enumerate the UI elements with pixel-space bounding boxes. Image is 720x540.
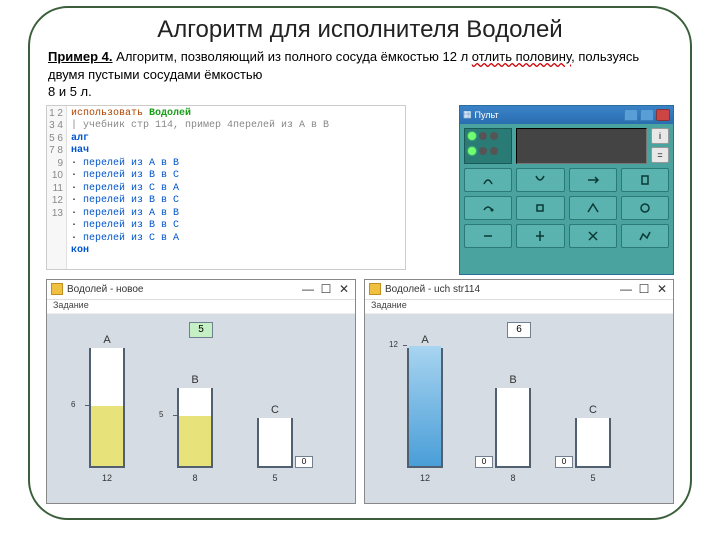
- right-step-indicator: 6: [507, 322, 531, 338]
- vessel-label: B: [177, 374, 213, 386]
- tool-btn-1[interactable]: [464, 168, 512, 192]
- tool-screen: [516, 128, 647, 164]
- problem-text-3: отлить половину: [472, 49, 571, 64]
- vessel-capacity: 5: [575, 473, 611, 483]
- line-gutter: 1 2 3 4 5 6 7 8 9 10 11 12 13: [47, 106, 67, 269]
- row-vessels: Водолей - новое — ☐ ✕ Задание 5 A12B8C05…: [46, 279, 674, 504]
- slide-frame: Алгоритм для исполнителя Водолей Пример …: [28, 6, 692, 520]
- vodoley-icon: [369, 283, 381, 295]
- minimize-button[interactable]: [624, 109, 638, 121]
- right-menu[interactable]: Задание: [365, 300, 673, 314]
- row-code-tool: 1 2 3 4 5 6 7 8 9 10 11 12 13 использова…: [46, 105, 674, 275]
- vessel-C[interactable]: C05: [575, 404, 611, 483]
- kw-end: кон: [71, 245, 89, 256]
- right-titlebar[interactable]: Водолей - uch str114 — ☐ ✕: [365, 280, 673, 300]
- code-cmd-4: перелей из B в C: [83, 195, 179, 206]
- code-cmd-2: перелей из B в C: [83, 170, 179, 181]
- code-cmd-3: перелей из C в A: [83, 183, 179, 194]
- info-button[interactable]: i: [651, 128, 669, 144]
- vessel-C[interactable]: C05: [257, 404, 293, 483]
- vessel-label: B: [495, 374, 531, 386]
- left-titlebar[interactable]: Водолей - новое — ☐ ✕: [47, 280, 355, 300]
- code-cmd-5: перелей из A в B: [83, 208, 179, 219]
- lamp-4: [468, 147, 476, 155]
- vessel-capacity: 5: [257, 473, 293, 483]
- maximize-icon[interactable]: ☐: [319, 282, 333, 296]
- vessel-label: A: [407, 334, 443, 346]
- left-stage: 5 A12B8C05: [47, 314, 355, 503]
- problem-label: Пример 4.: [48, 49, 113, 64]
- vessel-capacity: 12: [89, 473, 125, 483]
- tool-title-text: Пульт: [475, 110, 499, 120]
- code-body: использовать Водолей | учебник стр 114, …: [67, 106, 333, 269]
- tool-btn-2[interactable]: [516, 168, 564, 192]
- problem-text-5: 8 и 5 л.: [48, 84, 92, 99]
- lamp-2: [479, 132, 487, 140]
- left-step-indicator: 5: [189, 322, 213, 338]
- lamp-1: [468, 132, 476, 140]
- close-button[interactable]: [656, 109, 670, 121]
- tool-button-grid: [460, 164, 673, 252]
- vessel-A[interactable]: A 12: [89, 334, 125, 483]
- vessel-A[interactable]: A 12: [407, 334, 443, 483]
- executor-name: Водолей: [149, 108, 191, 119]
- vessel-capacity: 8: [177, 473, 213, 483]
- vessel-window-left: Водолей - новое — ☐ ✕ Задание 5 A12B8C05: [46, 279, 356, 504]
- tool-btn-10[interactable]: [516, 224, 564, 248]
- minimize-icon[interactable]: —: [301, 282, 315, 296]
- minimize-icon[interactable]: —: [619, 282, 633, 296]
- code-comment: | учебник стр 114, пример 4перелей из A …: [71, 120, 329, 131]
- right-window-title: Водолей - uch str114: [385, 284, 480, 295]
- vodoley-icon: [51, 283, 63, 295]
- code-editor[interactable]: 1 2 3 4 5 6 7 8 9 10 11 12 13 использова…: [46, 105, 406, 270]
- vessel-B[interactable]: B8: [177, 374, 213, 483]
- tool-app-icon: ▦: [463, 109, 472, 120]
- vessel-B[interactable]: B08: [495, 374, 531, 483]
- tool-btn-11[interactable]: [569, 224, 617, 248]
- vessel-capacity: 8: [495, 473, 531, 483]
- lamp-6: [490, 147, 498, 155]
- problem-text-1: Алгоритм, позволяющий из полного сосуда …: [116, 49, 439, 64]
- tool-btn-3[interactable]: [569, 168, 617, 192]
- maximize-button[interactable]: [640, 109, 654, 121]
- equals-button[interactable]: =: [651, 147, 669, 163]
- left-menu[interactable]: Задание: [47, 300, 355, 314]
- problem-statement: Пример 4. Алгоритм, позволяющий из полно…: [42, 48, 678, 103]
- vessel-label: C: [257, 404, 293, 416]
- tool-btn-8[interactable]: [621, 196, 669, 220]
- page-title: Алгоритм для исполнителя Водолей: [42, 16, 678, 48]
- tool-btn-5[interactable]: [464, 196, 512, 220]
- tool-btn-7[interactable]: [569, 196, 617, 220]
- lamp-3: [490, 132, 498, 140]
- right-menu-item[interactable]: Задание: [371, 300, 407, 310]
- code-cmd-1: перелей из A в B: [83, 158, 179, 169]
- code-cmd-7: перелей из C в A: [83, 233, 179, 244]
- left-menu-item[interactable]: Задание: [53, 300, 89, 310]
- tool-btn-9[interactable]: [464, 224, 512, 248]
- right-stage: 6 A 12 B08 C05: [365, 314, 673, 503]
- tool-btn-4[interactable]: [621, 168, 669, 192]
- kw-begin: нач: [71, 145, 89, 156]
- vessel-label: A: [89, 334, 125, 346]
- status-lamps: [464, 128, 512, 164]
- close-icon[interactable]: ✕: [337, 282, 351, 296]
- problem-text-2: 12 л: [443, 49, 472, 64]
- tool-titlebar[interactable]: ▦ Пульт: [460, 106, 673, 124]
- control-panel-window: ▦ Пульт i: [459, 105, 674, 275]
- lamp-5: [479, 147, 487, 155]
- tool-btn-6[interactable]: [516, 196, 564, 220]
- kw-use: использовать: [71, 108, 143, 119]
- maximize-icon[interactable]: ☐: [637, 282, 651, 296]
- vessel-label: C: [575, 404, 611, 416]
- tool-btn-12[interactable]: [621, 224, 669, 248]
- left-window-title: Водолей - новое: [67, 284, 143, 295]
- kw-alg: алг: [71, 133, 89, 144]
- vessel-capacity: 12: [407, 473, 443, 483]
- close-icon[interactable]: ✕: [655, 282, 669, 296]
- code-cmd-6: перелей из B в C: [83, 220, 179, 231]
- vessel-window-right: Водолей - uch str114 — ☐ ✕ Задание 6 A 12…: [364, 279, 674, 504]
